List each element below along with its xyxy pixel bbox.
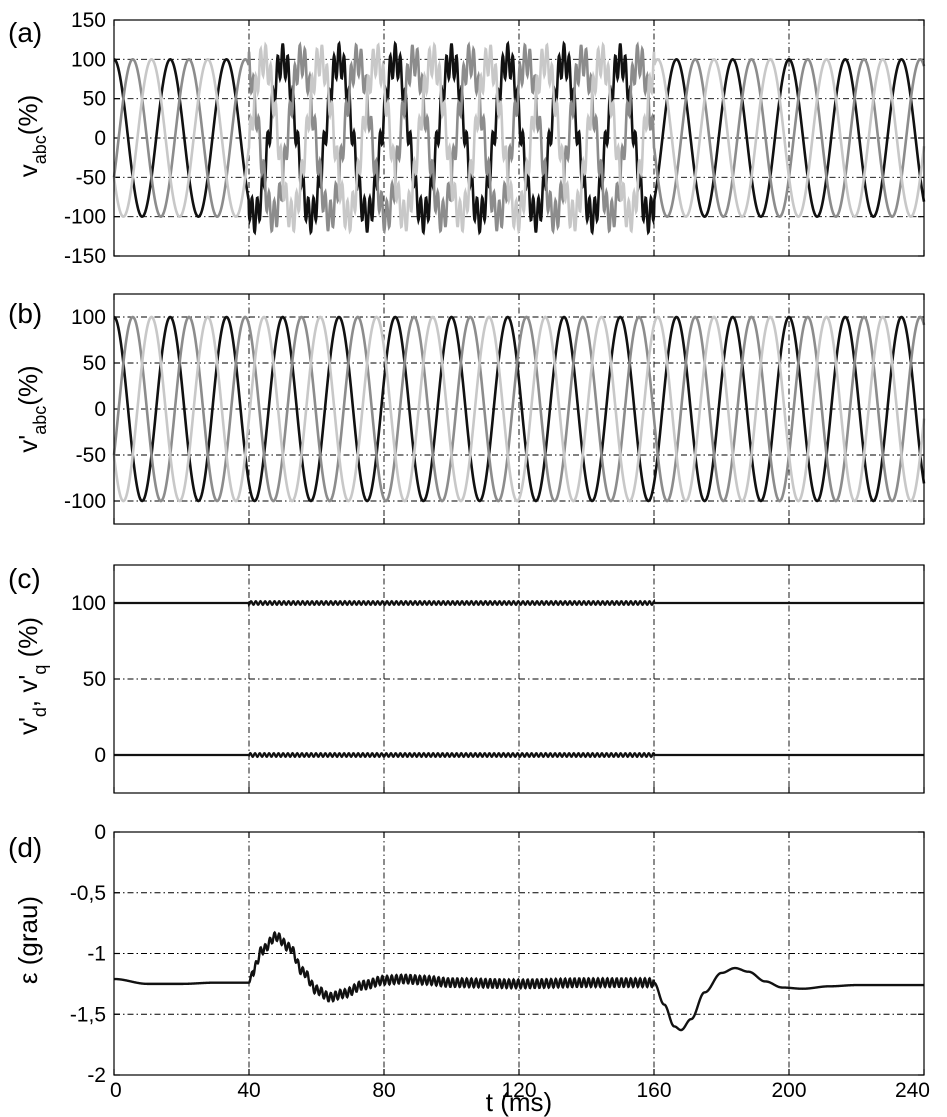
y-tick-label: 50 bbox=[83, 668, 106, 691]
panel-c-grid bbox=[114, 565, 924, 793]
panel-a-ylabel: vabc(%) bbox=[13, 95, 50, 177]
series-line-0 bbox=[113, 40, 926, 236]
panel-d-plot bbox=[113, 930, 924, 1032]
panel-b-ylabel: v'abc(%) bbox=[13, 365, 50, 452]
panel-b-frame bbox=[113, 293, 925, 525]
x-tick-label: 160 bbox=[636, 1079, 671, 1102]
x-tick-label: 0 bbox=[110, 1079, 122, 1102]
y-tick-label: -150 bbox=[64, 245, 106, 268]
y-tick-label: 150 bbox=[71, 9, 106, 32]
panel-d-xticks: 0 40 80 120 160 200 240 bbox=[110, 1079, 930, 1102]
y-tick-label: 50 bbox=[83, 88, 106, 111]
panel-a-plot bbox=[112, 40, 926, 236]
y-tick-label: -100 bbox=[64, 206, 106, 229]
series-line-2 bbox=[112, 315, 926, 503]
panel-c-label: (c) bbox=[8, 563, 41, 594]
panel-a: (a) vabc(%) -150 -100 -50 0 50 100 150 bbox=[8, 9, 926, 268]
y-tick-label: 0 bbox=[94, 398, 106, 421]
panel-d-ylabel: ε (grau) bbox=[13, 896, 43, 984]
y-tick-label: -50 bbox=[76, 444, 106, 467]
y-tick-label: 0 bbox=[94, 127, 106, 150]
panel-c-ylabel: v'd, v'q (%) bbox=[13, 617, 50, 735]
x-tick-label: 240 bbox=[895, 1079, 930, 1102]
panel-b-yticks: -100 -50 0 50 100 bbox=[64, 294, 925, 524]
panel-a-frame bbox=[113, 19, 925, 257]
panel-d-label: (d) bbox=[8, 832, 42, 863]
panel-d-yticks: -2 -1,5 -1 -0,5 0 bbox=[70, 821, 925, 1087]
x-tick-label: 200 bbox=[771, 1079, 806, 1102]
panel-b-plot bbox=[112, 315, 926, 503]
panel-d-frame bbox=[113, 831, 925, 1076]
y-tick-label: 100 bbox=[71, 592, 106, 615]
panel-a-label: (a) bbox=[8, 17, 42, 48]
y-tick-label: -50 bbox=[76, 166, 106, 189]
series-line-epsilon bbox=[113, 930, 924, 1032]
series-line-v'd bbox=[114, 598, 924, 608]
panel-d: (d) ε (grau) -2 -1,5 -1 -0,5 0 0 40 80 120 160 20… bbox=[8, 821, 930, 1117]
y-tick-label: -100 bbox=[64, 490, 106, 513]
panel-c: (c) v'd, v'q (%) 0 50 100 bbox=[8, 563, 925, 794]
series-line-2 bbox=[112, 41, 926, 235]
y-tick-label: 100 bbox=[71, 48, 106, 71]
y-tick-label: 50 bbox=[83, 352, 106, 375]
panel-a-yticks: -150 -100 -50 0 50 100 150 bbox=[64, 9, 925, 268]
series-line-0 bbox=[113, 315, 926, 503]
panel-c-plot bbox=[114, 598, 924, 759]
x-tick-label: 40 bbox=[237, 1079, 260, 1102]
x-tick-label: 80 bbox=[372, 1079, 395, 1102]
panel-b: (b) v'abc(%) -100 -50 0 50 100 bbox=[8, 293, 926, 525]
panel-d-grid bbox=[114, 832, 924, 1075]
panel-d-xlabel: t (ms) bbox=[486, 1087, 552, 1117]
x-tick-label: 120 bbox=[501, 1079, 536, 1102]
y-tick-label: -2 bbox=[87, 1064, 106, 1087]
y-tick-label: 0 bbox=[94, 821, 106, 844]
y-tick-label: -0,5 bbox=[70, 882, 106, 905]
y-tick-label: -1,5 bbox=[70, 1003, 106, 1026]
y-tick-label: 100 bbox=[71, 306, 106, 329]
panel-b-label: (b) bbox=[8, 298, 42, 329]
y-tick-label: 0 bbox=[94, 744, 106, 767]
series-line-v'q bbox=[114, 751, 924, 759]
y-tick-label: -1 bbox=[87, 943, 106, 966]
panel-c-frame bbox=[113, 564, 925, 794]
